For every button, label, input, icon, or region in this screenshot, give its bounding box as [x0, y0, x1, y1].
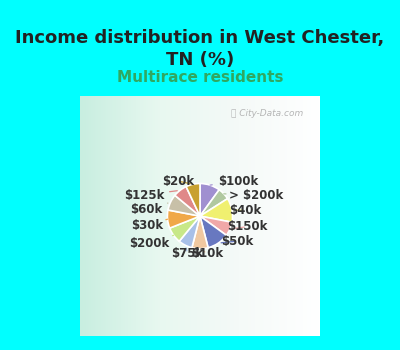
Wedge shape: [200, 183, 219, 216]
Text: Multirace residents: Multirace residents: [117, 70, 283, 85]
Text: $40k: $40k: [229, 204, 261, 217]
Wedge shape: [170, 216, 200, 241]
Wedge shape: [200, 216, 226, 248]
Wedge shape: [175, 187, 200, 216]
Wedge shape: [200, 190, 228, 216]
Text: $60k: $60k: [130, 203, 168, 216]
Text: $125k: $125k: [124, 189, 177, 202]
Text: $50k: $50k: [221, 234, 253, 247]
Wedge shape: [192, 216, 208, 249]
Text: $200k: $200k: [130, 235, 174, 250]
Text: $30k: $30k: [131, 219, 168, 232]
Text: $10k: $10k: [191, 247, 223, 260]
Wedge shape: [186, 183, 200, 216]
Text: > $200k: > $200k: [224, 189, 283, 202]
Text: $75k: $75k: [172, 247, 204, 260]
Text: $100k: $100k: [210, 175, 258, 188]
Text: $150k: $150k: [227, 220, 267, 233]
Text: ⓘ City-Data.com: ⓘ City-Data.com: [231, 108, 304, 118]
Wedge shape: [179, 216, 200, 248]
Wedge shape: [168, 195, 200, 216]
Text: Income distribution in West Chester,
TN (%): Income distribution in West Chester, TN …: [15, 29, 385, 69]
Wedge shape: [167, 210, 200, 228]
Wedge shape: [200, 199, 233, 222]
Wedge shape: [200, 216, 232, 235]
Text: $20k: $20k: [162, 175, 194, 188]
